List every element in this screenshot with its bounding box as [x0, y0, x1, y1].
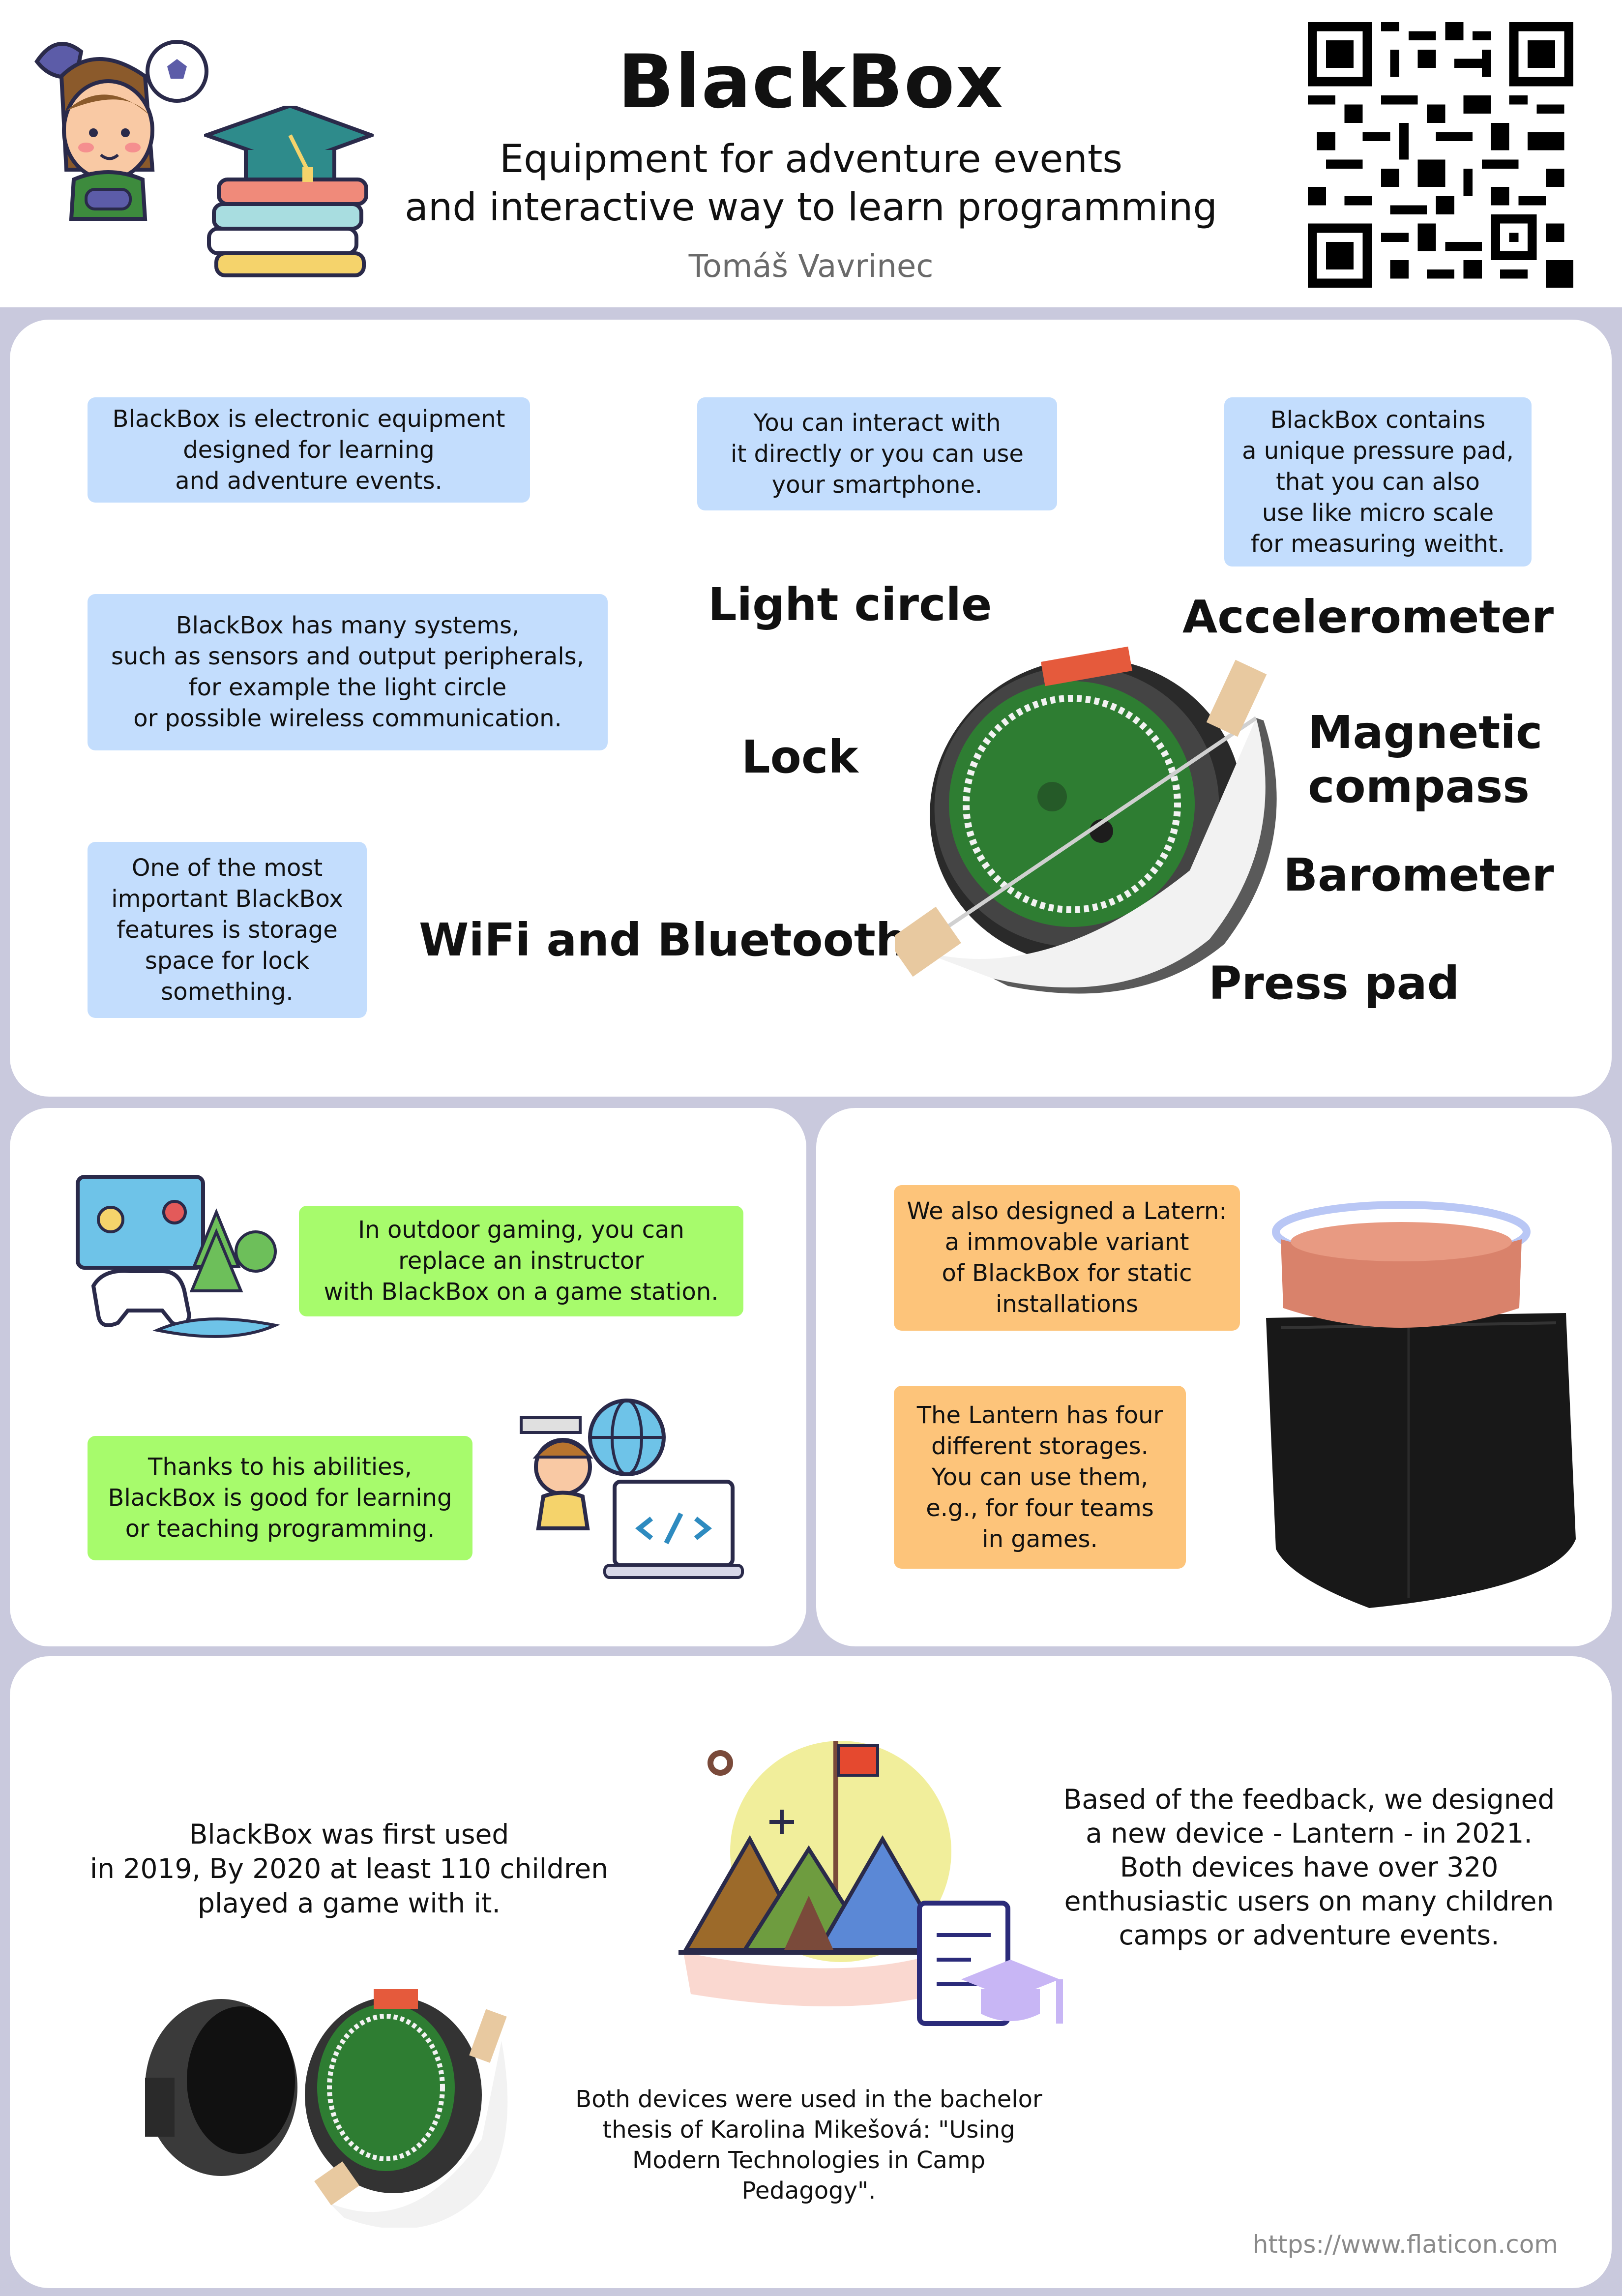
- feature-wifi-bluetooth: WiFi and Bluetooth: [419, 914, 908, 966]
- author: Tomáš Vavrinec: [688, 248, 934, 285]
- note-outdoor-gaming: In outdoor gaming, you can replace an in…: [299, 1206, 743, 1316]
- feature-press-pad: Press pad: [1209, 957, 1460, 1010]
- note-systems: BlackBox has many systems, such as senso…: [88, 594, 608, 750]
- page-title: BlackBox: [618, 39, 1004, 125]
- gamepad-nature-icon: [76, 1175, 280, 1338]
- text-feedback: Based of the feedback, we designed a new…: [1063, 1784, 1555, 1951]
- note-lantern-storages: The Lantern has four different storages.…: [894, 1386, 1186, 1569]
- note-interaction: You can interact with it directly or you…: [697, 397, 1057, 510]
- flaticon-credit-link[interactable]: https://www.flaticon.com: [1252, 2230, 1558, 2259]
- kid-gamer-icon: [34, 40, 208, 221]
- feature-magnetic-compass: Magnetic compass: [1308, 706, 1543, 813]
- subtitle-line-2: and interactive way to learn programming: [405, 185, 1217, 230]
- note-programming: Thanks to his abilities, BlackBox is goo…: [88, 1436, 472, 1560]
- note-electronic-equipment: BlackBox is electronic equipment designe…: [88, 397, 530, 503]
- feature-light-circle: Light circle: [708, 578, 992, 631]
- note-pressure-pad: BlackBox contains a unique pressure pad,…: [1224, 397, 1532, 567]
- camp-tents-icon: [678, 1741, 1063, 2026]
- subtitle-line-1: Equipment for adventure events: [499, 137, 1123, 181]
- graduation-books-icon: [204, 106, 374, 277]
- note-storage: One of the most important BlackBox featu…: [88, 842, 367, 1018]
- blackbox-parts-image: [145, 1989, 508, 2228]
- header: BlackBox Equipment for adventure events …: [0, 0, 1622, 307]
- text-thesis: Both devices were used in the bachelor t…: [575, 2086, 1042, 2205]
- feature-accelerometer: Accelerometer: [1182, 591, 1554, 643]
- qr-code-icon[interactable]: [1308, 22, 1573, 288]
- programmer-icon: [520, 1399, 744, 1579]
- note-lantern-variant: We also designed a Latern: a immovable v…: [894, 1185, 1240, 1331]
- feature-lock: Lock: [741, 731, 858, 783]
- text-first-used: BlackBox was first used in 2019, By 2020…: [89, 1819, 609, 1919]
- lantern-device-image: [1266, 1201, 1576, 1608]
- blackbox-device-image: [895, 646, 1277, 994]
- feature-barometer: Barometer: [1283, 849, 1554, 901]
